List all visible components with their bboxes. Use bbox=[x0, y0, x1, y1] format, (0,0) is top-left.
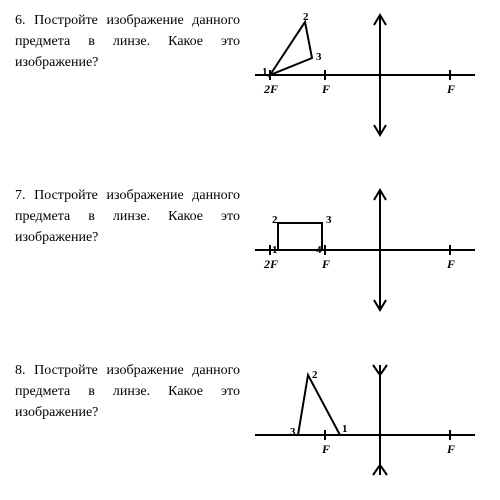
diagram-svg: 2F F F 2 3 1 4 bbox=[250, 185, 480, 325]
diagram-svg: 2F F F 1 2 3 bbox=[250, 10, 480, 150]
svg-text:2F: 2F bbox=[263, 257, 278, 271]
problem-text: 6. Постройте изображение данного предмет… bbox=[15, 10, 240, 73]
problem-number: 8. bbox=[15, 363, 34, 378]
svg-text:2: 2 bbox=[272, 214, 278, 226]
problem-body: Постройте изображение данного предмета в… bbox=[15, 363, 240, 420]
svg-text:4: 4 bbox=[316, 244, 322, 256]
diagram-svg: F F 3 2 1 bbox=[250, 360, 480, 500]
problem-number: 7. bbox=[15, 188, 34, 203]
problem-text: 7. Постройте изображение данного предмет… bbox=[15, 185, 240, 248]
svg-text:3: 3 bbox=[316, 51, 322, 63]
svg-text:1: 1 bbox=[342, 423, 348, 435]
lens-diagram: 2F F F 1 2 3 bbox=[250, 10, 485, 150]
svg-text:1: 1 bbox=[262, 66, 268, 78]
svg-text:2: 2 bbox=[312, 369, 318, 381]
svg-text:F: F bbox=[321, 257, 330, 271]
svg-text:2F: 2F bbox=[263, 82, 278, 96]
lens-diagram: F F 3 2 1 bbox=[250, 360, 485, 500]
svg-text:F: F bbox=[446, 442, 455, 456]
lens-diagram: 2F F F 2 3 1 4 bbox=[250, 185, 485, 325]
svg-text:F: F bbox=[446, 82, 455, 96]
problem-body: Постройте изображение данного предмета в… bbox=[15, 188, 240, 245]
problem-number: 6. bbox=[15, 13, 34, 28]
svg-text:F: F bbox=[321, 442, 330, 456]
svg-text:F: F bbox=[321, 82, 330, 96]
problem-body: Постройте изображение данного предмета в… bbox=[15, 13, 240, 70]
svg-text:2: 2 bbox=[303, 11, 309, 23]
problem-text: 8. Постройте изображение данного предмет… bbox=[15, 360, 240, 423]
svg-text:3: 3 bbox=[290, 426, 296, 438]
problem-8: 8. Постройте изображение данного предмет… bbox=[15, 360, 485, 500]
svg-text:F: F bbox=[446, 257, 455, 271]
problem-7: 7. Постройте изображение данного предмет… bbox=[15, 185, 485, 325]
svg-text:3: 3 bbox=[326, 214, 332, 226]
problem-6: 6. Постройте изображение данного предмет… bbox=[15, 10, 485, 150]
svg-text:1: 1 bbox=[272, 244, 278, 256]
